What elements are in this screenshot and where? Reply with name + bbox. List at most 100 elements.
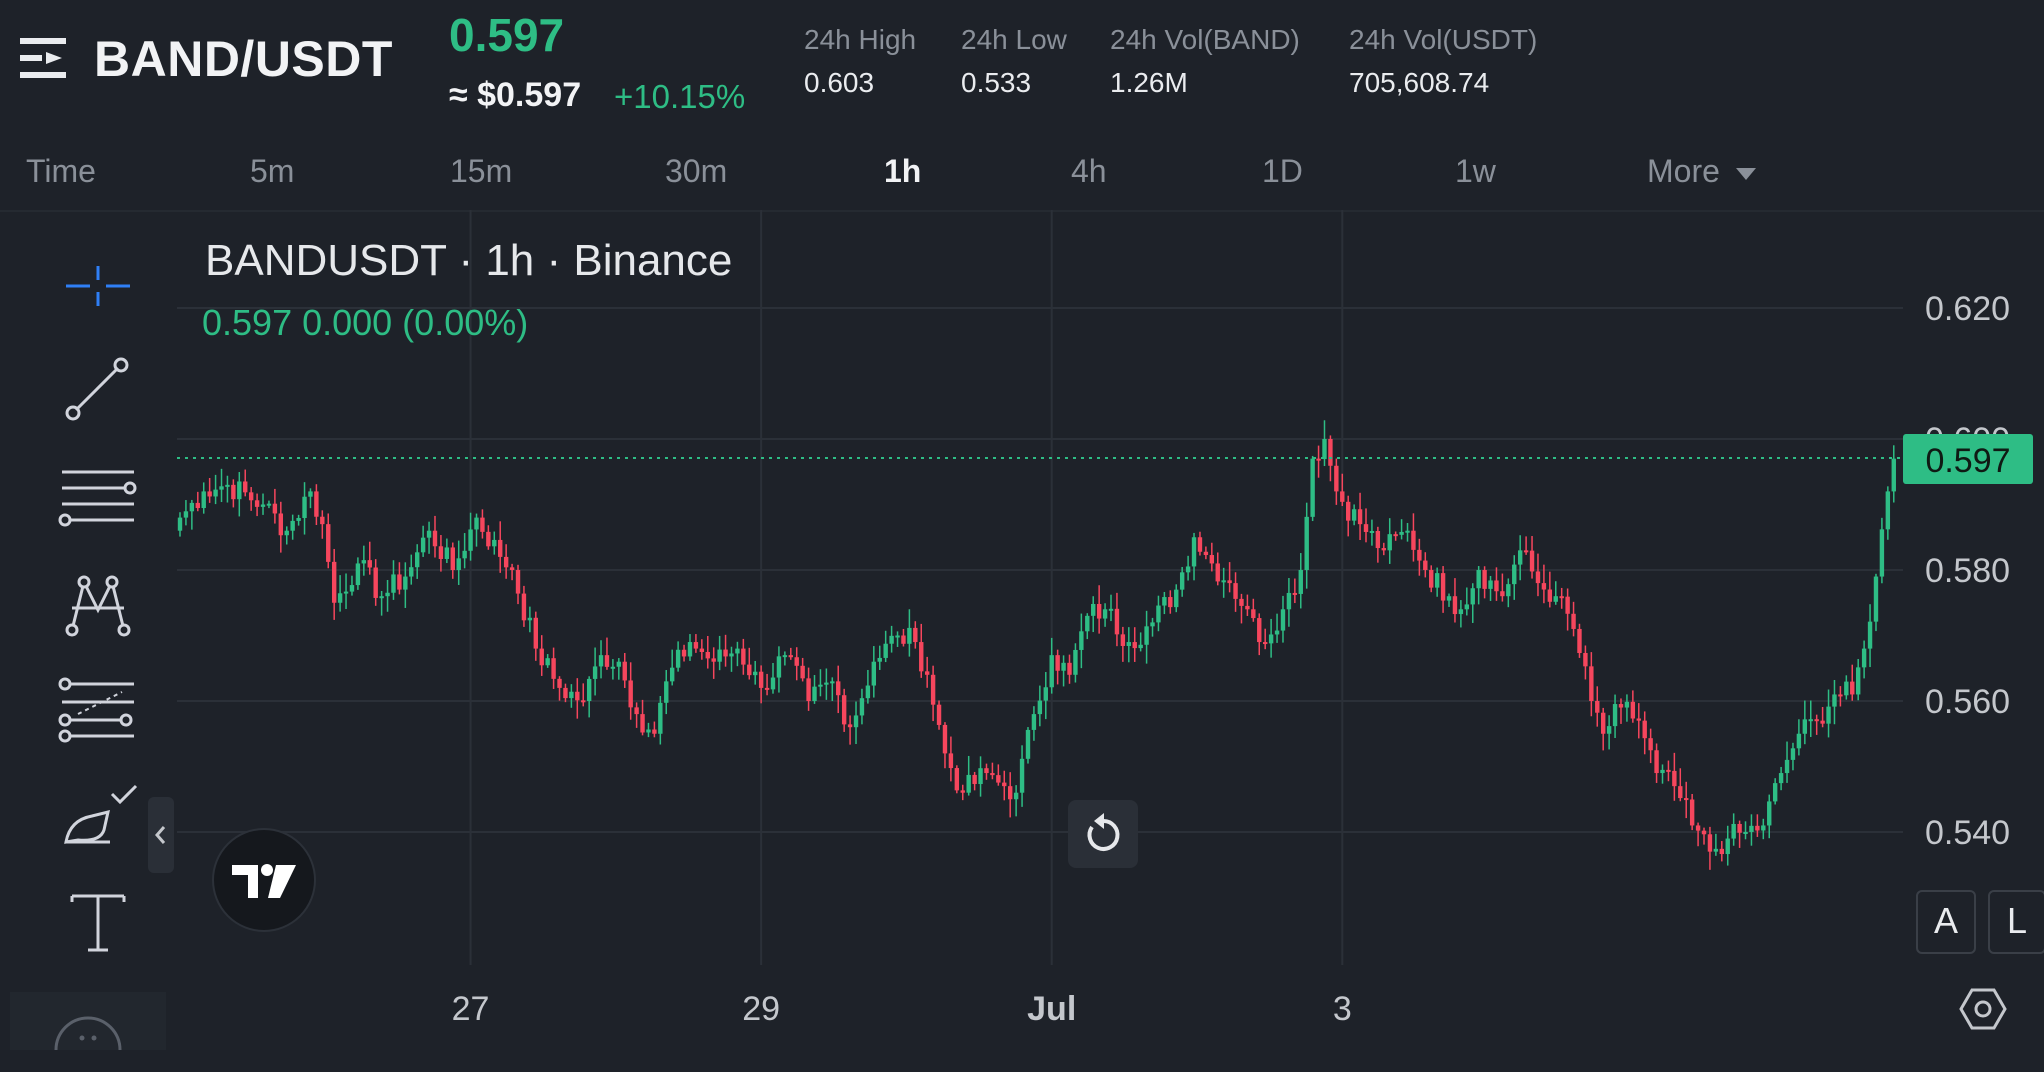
y-tick-label: 0.580 bbox=[1925, 552, 2010, 590]
menu-button[interactable] bbox=[18, 34, 70, 84]
tab-1d[interactable]: 1D bbox=[1262, 153, 1303, 189]
tab-more[interactable]: More bbox=[1647, 153, 1757, 190]
reset-chart-button[interactable] bbox=[1068, 800, 1138, 868]
candle bbox=[337, 575, 343, 612]
candle-body bbox=[646, 729, 651, 733]
candle bbox=[278, 501, 284, 553]
candle-body bbox=[302, 496, 307, 518]
candle-body bbox=[924, 671, 930, 675]
candle bbox=[1108, 594, 1114, 622]
tab-5m[interactable]: 5m bbox=[250, 153, 295, 189]
candle bbox=[883, 630, 888, 663]
candle bbox=[1274, 613, 1280, 643]
candle-body bbox=[1654, 750, 1659, 774]
candle bbox=[996, 764, 1001, 786]
collapse-toolbar-button[interactable] bbox=[148, 797, 174, 873]
candle bbox=[705, 635, 710, 669]
candle-body bbox=[717, 649, 722, 662]
candle bbox=[824, 668, 829, 700]
candle-body bbox=[527, 617, 533, 621]
tab-1h[interactable]: 1h bbox=[884, 153, 922, 189]
candle-body bbox=[1612, 704, 1618, 727]
stat-label-low: 24h Low bbox=[961, 24, 1067, 55]
candle-body bbox=[1393, 534, 1398, 537]
brush-tool[interactable] bbox=[48, 772, 148, 858]
candle bbox=[919, 623, 924, 678]
candle bbox=[610, 659, 616, 680]
auto-scale-button[interactable]: A bbox=[1916, 890, 1976, 954]
candle bbox=[699, 639, 705, 660]
candle bbox=[1595, 686, 1600, 727]
candle-body bbox=[1233, 583, 1238, 599]
candle-body bbox=[1013, 792, 1019, 800]
candle bbox=[444, 538, 450, 564]
candle bbox=[836, 665, 841, 714]
candle bbox=[1541, 564, 1547, 604]
log-scale-button[interactable]: L bbox=[1988, 890, 2044, 954]
trend-line-tool[interactable] bbox=[48, 346, 148, 432]
candle-body bbox=[1583, 652, 1588, 667]
chart-settings-button[interactable] bbox=[1958, 984, 2008, 1034]
more-tools-button[interactable] bbox=[10, 992, 166, 1051]
horizontal-lines-icon bbox=[58, 470, 137, 527]
horizontal-lines-tool[interactable] bbox=[48, 452, 148, 538]
tradingview-logo[interactable] bbox=[212, 828, 316, 932]
pattern-tool[interactable] bbox=[48, 558, 148, 644]
reset-icon bbox=[1087, 813, 1120, 851]
candle-body bbox=[972, 774, 977, 785]
candle-body bbox=[770, 677, 776, 690]
candle bbox=[1429, 565, 1434, 593]
fib-retracement-icon bbox=[58, 677, 134, 743]
text-tool[interactable] bbox=[48, 876, 148, 962]
candle-body bbox=[764, 687, 770, 690]
tab-30m[interactable]: 30m bbox=[665, 153, 728, 189]
candle-body bbox=[551, 658, 556, 679]
candle-body bbox=[260, 504, 266, 507]
candle-body bbox=[1120, 634, 1126, 646]
last-price: 0.597 bbox=[449, 9, 565, 61]
candle bbox=[243, 469, 248, 497]
tab-1w[interactable]: 1w bbox=[1455, 153, 1496, 189]
candle-body bbox=[1553, 596, 1558, 602]
brush-icon bbox=[64, 784, 138, 844]
candle-body bbox=[616, 661, 622, 667]
candle-body bbox=[503, 556, 509, 568]
candle-body bbox=[652, 729, 657, 734]
candle-body bbox=[1885, 491, 1891, 530]
tab-time[interactable]: Time bbox=[26, 153, 96, 189]
candle bbox=[776, 646, 782, 693]
candle bbox=[978, 756, 983, 797]
candle-body bbox=[847, 724, 853, 728]
crosshair-tool[interactable] bbox=[48, 240, 148, 326]
candle bbox=[1464, 587, 1470, 616]
candle bbox=[284, 526, 289, 545]
candle-body bbox=[1571, 613, 1576, 629]
candle bbox=[1648, 728, 1653, 764]
candle-body bbox=[1873, 576, 1879, 622]
candle bbox=[474, 513, 479, 547]
candle bbox=[1642, 711, 1647, 755]
tab-4h[interactable]: 4h bbox=[1071, 153, 1107, 189]
candle bbox=[1031, 706, 1037, 741]
candle-body bbox=[1672, 770, 1677, 787]
candle-body bbox=[1731, 823, 1736, 839]
candle-body bbox=[1292, 592, 1298, 595]
candle bbox=[1737, 820, 1742, 848]
candle bbox=[1369, 519, 1375, 546]
trading-pair[interactable]: BAND/USDT bbox=[94, 31, 393, 87]
candle-body bbox=[1262, 642, 1268, 645]
candle-body bbox=[1826, 706, 1831, 724]
candle bbox=[349, 575, 355, 596]
candle-body bbox=[753, 671, 758, 676]
candle-body bbox=[575, 691, 580, 701]
candle-body bbox=[349, 585, 355, 592]
tab-15m[interactable]: 15m bbox=[450, 153, 513, 189]
candle-body bbox=[1814, 719, 1819, 722]
fib-retracement-tool[interactable] bbox=[48, 664, 148, 750]
candle bbox=[1079, 613, 1084, 669]
candle bbox=[1802, 700, 1808, 745]
candle bbox=[432, 515, 438, 558]
candle-body bbox=[1298, 570, 1303, 594]
candle bbox=[503, 544, 509, 579]
